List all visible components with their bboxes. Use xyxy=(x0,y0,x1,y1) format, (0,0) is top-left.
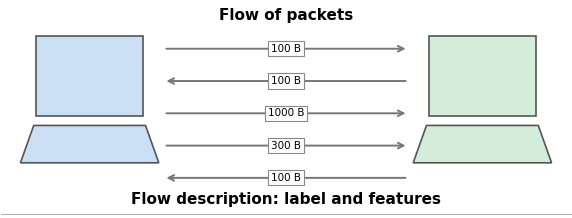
Polygon shape xyxy=(21,125,159,163)
FancyBboxPatch shape xyxy=(37,36,143,116)
FancyBboxPatch shape xyxy=(429,36,535,116)
Text: 1000 B: 1000 B xyxy=(268,108,304,118)
Text: Flow description: label and features: Flow description: label and features xyxy=(131,192,441,207)
Text: 100 B: 100 B xyxy=(271,44,301,54)
Polygon shape xyxy=(413,125,551,163)
Text: 100 B: 100 B xyxy=(271,76,301,86)
Text: Flow of packets: Flow of packets xyxy=(219,8,353,23)
Text: 100 B: 100 B xyxy=(271,173,301,183)
Text: 300 B: 300 B xyxy=(271,141,301,151)
